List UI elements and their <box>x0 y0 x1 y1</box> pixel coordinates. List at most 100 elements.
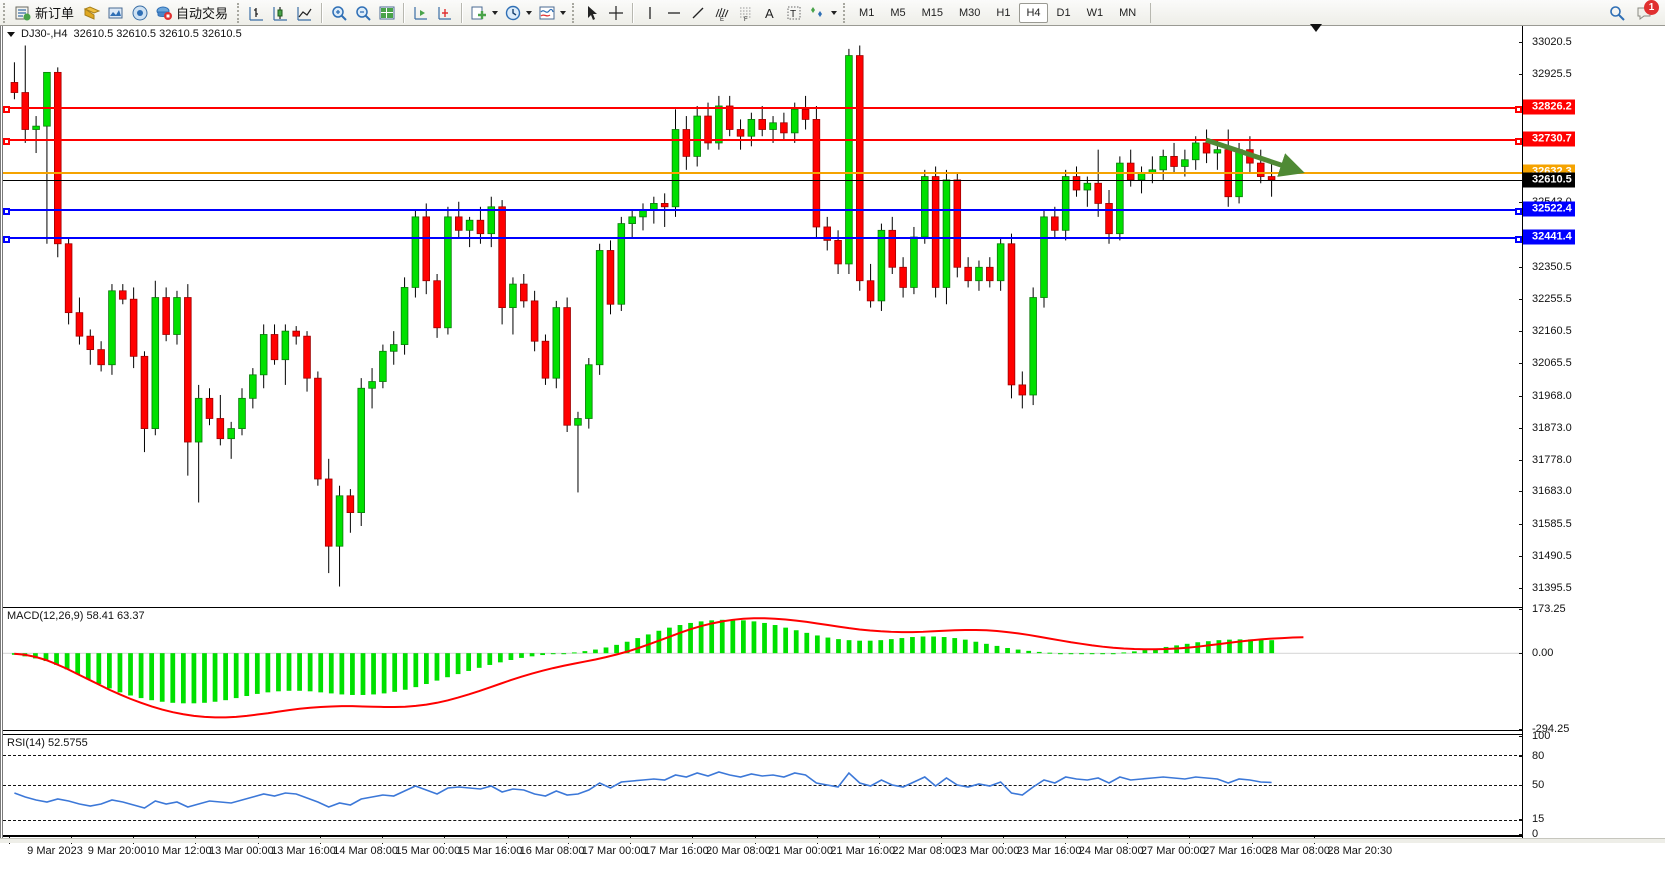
macd-pane[interactable]: MACD(12,26,9) 58.41 63.37 <box>3 607 1522 731</box>
line-chart-button[interactable] <box>293 1 317 25</box>
toolbar-grip-3[interactable] <box>572 3 577 23</box>
price-axis-tick-label: 32255.5 <box>1532 293 1572 305</box>
macd-histogram-bar <box>530 653 535 656</box>
price-axis-tick-label: 31778.0 <box>1532 454 1572 466</box>
chart-shift-button[interactable] <box>409 1 433 25</box>
text-label-button[interactable]: T <box>782 1 806 25</box>
period-button[interactable] <box>501 1 535 25</box>
text-label-icon: T <box>785 4 803 22</box>
fibonacci-button[interactable]: F <box>734 1 758 25</box>
macd-axis-tick-label: 0.00 <box>1532 647 1553 659</box>
candle-body <box>965 267 972 280</box>
search-button[interactable] <box>1605 1 1629 25</box>
price-axis-tick-label: 32350.5 <box>1532 261 1572 273</box>
axis-badge-support[interactable]: 32522.4 <box>1523 202 1575 217</box>
macd-histogram-bar <box>720 620 725 653</box>
macd-histogram-bar <box>540 653 545 655</box>
profiles-button[interactable] <box>104 1 128 25</box>
chart-scroll-caret-icon[interactable] <box>1310 24 1322 32</box>
price-line-handle[interactable] <box>1515 236 1522 243</box>
price-axis-tick-label: 32160.5 <box>1532 325 1572 337</box>
vertical-line-button[interactable] <box>638 1 662 25</box>
candle-body <box>293 331 300 336</box>
price-line-handle-left[interactable] <box>3 236 10 243</box>
toolbar-separator-1 <box>321 3 323 23</box>
candle-body <box>466 220 473 230</box>
crosshair-button[interactable] <box>604 1 628 25</box>
macd-histogram-bar <box>382 653 387 693</box>
price-line-handle[interactable] <box>1515 106 1522 113</box>
tile-windows-button[interactable] <box>375 1 399 25</box>
price-line-resistance[interactable] <box>3 107 1522 109</box>
trendline-button[interactable] <box>686 1 710 25</box>
chart-area[interactable]: DJ30-,H4 32610.5 32610.5 32610.5 32610.5… <box>0 26 1665 843</box>
price-line-support[interactable] <box>3 209 1522 211</box>
timeframe-h1[interactable]: H1 <box>989 3 1017 23</box>
price-line-handle-left[interactable] <box>3 138 10 145</box>
price-line-handle-left[interactable] <box>3 208 10 215</box>
axis-badge-resistance[interactable]: 32826.2 <box>1523 100 1575 115</box>
macd-histogram-bar <box>1164 647 1169 653</box>
price-line-current-price[interactable] <box>3 180 1522 181</box>
chart-menu-caret-icon[interactable] <box>7 32 15 37</box>
shapes-button[interactable] <box>806 1 840 25</box>
timeframe-m1[interactable]: M1 <box>852 3 881 23</box>
price-line-support[interactable] <box>3 237 1522 239</box>
bar-chart-button[interactable] <box>245 1 269 25</box>
cursor-button[interactable] <box>580 1 604 25</box>
price-axis[interactable]: 33020.532925.532826.232730.732632.332610… <box>1522 26 1665 843</box>
timeframe-m30[interactable]: M30 <box>952 3 987 23</box>
macd-histogram-bar <box>1206 641 1211 653</box>
time-axis-label: 23 Mar 00:00 <box>955 845 1020 857</box>
new-order-button[interactable]: 新订单 <box>11 1 80 25</box>
elliott-wave-button[interactable]: E <box>710 1 734 25</box>
chevron-down-icon-2[interactable] <box>526 11 532 15</box>
horizontal-line-button[interactable] <box>662 1 686 25</box>
rsi-pane[interactable]: RSI(14) 52.5755 <box>3 734 1522 836</box>
timeframe-m15[interactable]: M15 <box>915 3 950 23</box>
folder-button[interactable] <box>80 1 104 25</box>
timeframe-m5[interactable]: M5 <box>883 3 912 23</box>
toolbar-grip-2[interactable] <box>237 3 242 23</box>
autotrade-button[interactable]: 自动交易 <box>152 1 234 25</box>
toolbar-grip-4[interactable] <box>843 3 848 23</box>
timeframe-h4[interactable]: H4 <box>1019 3 1047 23</box>
price-line-handle[interactable] <box>1515 208 1522 215</box>
chevron-down-icon[interactable] <box>492 11 498 15</box>
axis-badge-resistance[interactable]: 32730.7 <box>1523 132 1575 147</box>
axis-badge-current-price[interactable]: 32610.5 <box>1523 172 1575 187</box>
candle-body <box>726 106 733 130</box>
price-line-pivot[interactable] <box>3 172 1522 174</box>
candle-body <box>1008 244 1015 385</box>
templates-button[interactable] <box>535 1 569 25</box>
auto-scroll-button[interactable] <box>433 1 457 25</box>
timeframe-mn[interactable]: MN <box>1112 3 1143 23</box>
add-indicator-button[interactable] <box>467 1 501 25</box>
price-line-resistance[interactable] <box>3 139 1522 141</box>
macd-axis-tick: 0.00 <box>1523 647 1553 659</box>
price-axis-tick: 32350.5 <box>1523 261 1572 273</box>
macd-histogram-bar <box>878 640 883 653</box>
price-axis-tick: 31968.0 <box>1523 390 1572 402</box>
text-button[interactable]: A <box>758 1 782 25</box>
price-line-handle[interactable] <box>1515 138 1522 145</box>
macd-histogram-bar <box>392 653 397 692</box>
macd-histogram-bar <box>678 625 683 653</box>
signals-button[interactable] <box>128 1 152 25</box>
chevron-down-icon-4[interactable] <box>831 11 837 15</box>
rsi-series <box>3 735 1522 835</box>
timeframe-d1[interactable]: D1 <box>1050 3 1078 23</box>
zoom-in-button[interactable] <box>327 1 351 25</box>
macd-histogram-bar <box>1037 652 1042 653</box>
timeframe-w1[interactable]: W1 <box>1080 3 1111 23</box>
candle-body <box>11 82 18 92</box>
zoom-out-button[interactable] <box>351 1 375 25</box>
notifications-button[interactable]: 1 <box>1633 1 1657 25</box>
candlestick-chart-button[interactable] <box>269 1 293 25</box>
price-line-handle-left[interactable] <box>3 106 10 113</box>
axis-badge-support[interactable]: 32441.4 <box>1523 229 1575 244</box>
chevron-down-icon-3[interactable] <box>560 11 566 15</box>
price-pane[interactable]: DJ30-,H4 32610.5 32610.5 32610.5 32610.5 <box>3 26 1522 604</box>
price-axis-tick-label: 33020.5 <box>1532 36 1572 48</box>
toolbar-grip[interactable] <box>3 3 8 23</box>
